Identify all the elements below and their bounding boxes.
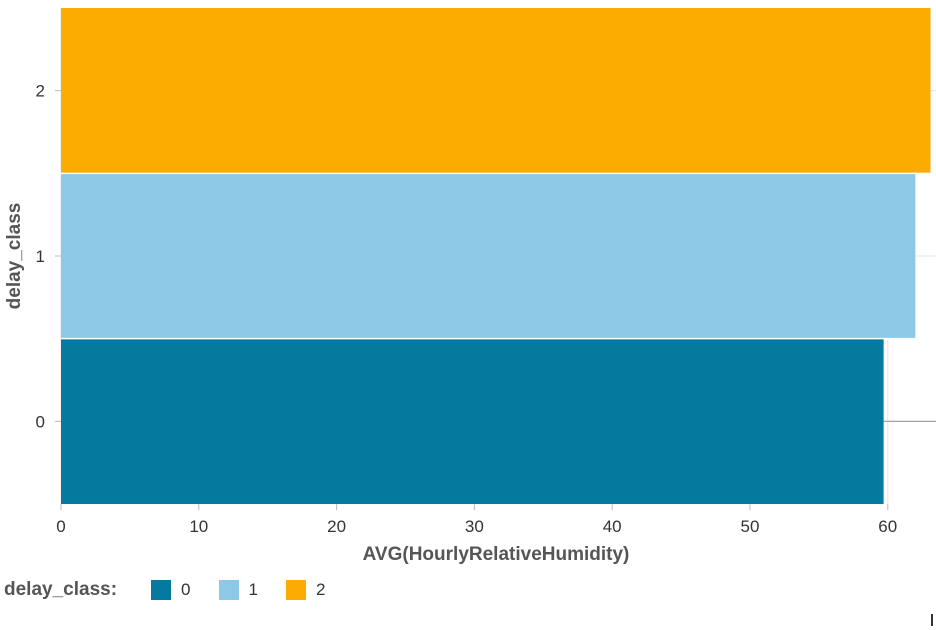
- y-axis-title: delay_class: [4, 203, 25, 310]
- y-tick-label-0: 0: [36, 412, 45, 431]
- legend-label: 2: [315, 580, 326, 599]
- x-tick-label-2: 20: [327, 517, 346, 536]
- legend-item-0[interactable]: 0: [151, 580, 191, 600]
- legend-swatch: [151, 580, 172, 600]
- y-tick-label-1: 1: [36, 247, 45, 266]
- y-tick-label-2: 2: [36, 82, 45, 101]
- x-axis-title: AVG(HourlyRelativeHumidity): [363, 544, 630, 565]
- legend: delay_class: 0 1 2: [4, 577, 353, 603]
- legend-item-2[interactable]: 2: [285, 580, 326, 600]
- legend-swatch: [285, 580, 306, 600]
- legend-swatch: [218, 580, 239, 600]
- legend-title: delay_class:: [4, 579, 118, 600]
- x-axis-ticks: 0 10 20 30 40 50 60: [56, 504, 897, 536]
- x-tick-label-5: 50: [741, 517, 760, 536]
- bar-2[interactable]: [61, 8, 931, 174]
- bar-1[interactable]: [61, 173, 916, 339]
- x-tick-label-1: 10: [189, 517, 208, 536]
- bar-0[interactable]: [61, 338, 884, 504]
- resize-handle[interactable]: [931, 614, 933, 626]
- bars: [61, 8, 931, 504]
- legend-label: 1: [248, 580, 258, 599]
- x-tick-label-6: 60: [878, 517, 897, 536]
- x-tick-label-4: 40: [603, 517, 622, 536]
- y-axis-ticks: 0 1 2: [36, 82, 61, 431]
- x-tick-label-3: 30: [465, 517, 484, 536]
- legend-item-1[interactable]: 1: [218, 580, 258, 600]
- x-tick-label-0: 0: [56, 517, 65, 536]
- legend-label: 0: [181, 580, 191, 599]
